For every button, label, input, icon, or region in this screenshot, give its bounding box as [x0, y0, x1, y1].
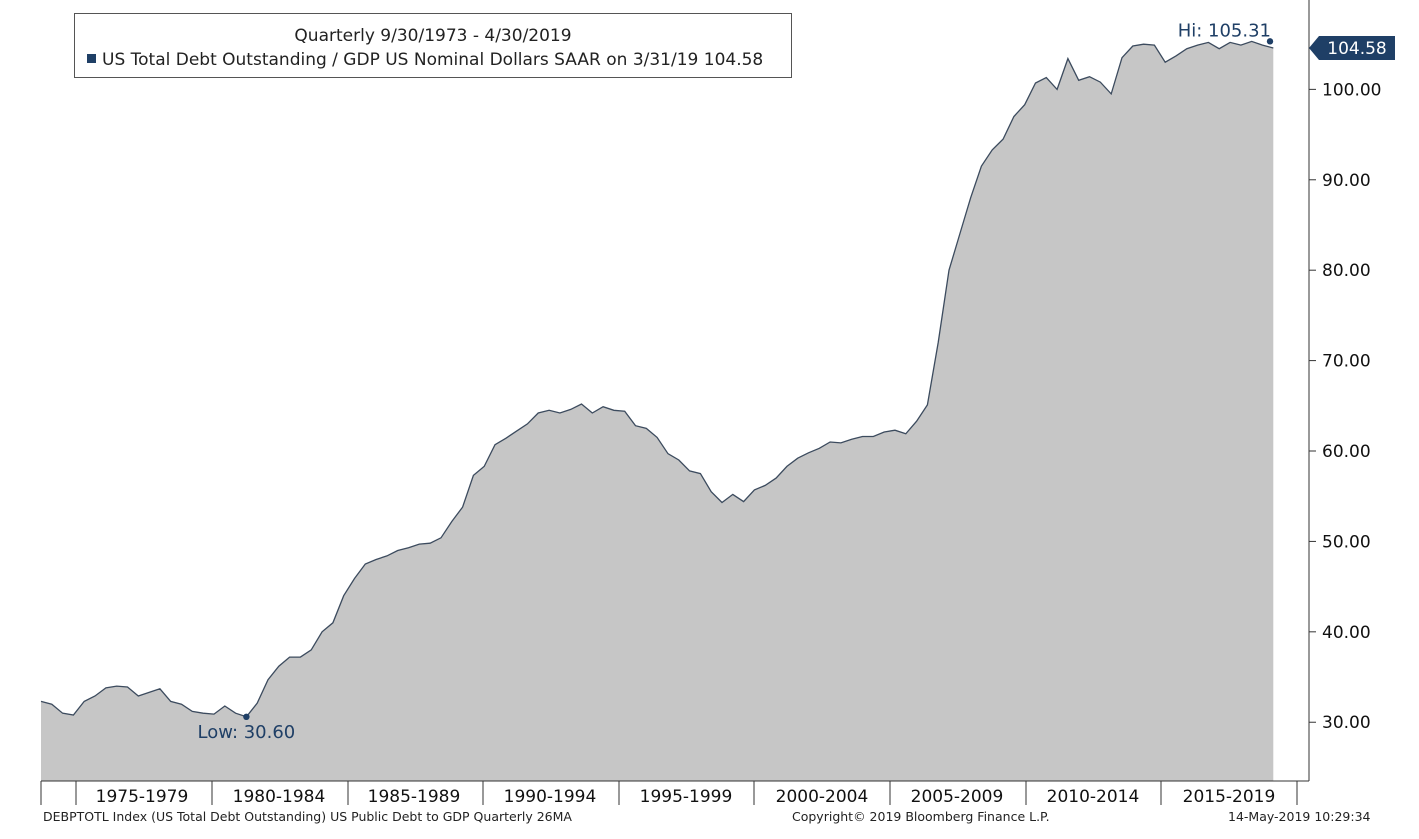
y-tick-label: 100.00	[1322, 80, 1381, 100]
legend: Quarterly 9/30/1973 - 4/30/2019 US Total…	[74, 13, 792, 78]
x-period-label: 1980-1984	[233, 787, 326, 807]
y-tick-label: 30.00	[1322, 713, 1371, 733]
footer-source: DEBPTOTL Index (US Total Debt Outstandin…	[43, 809, 572, 824]
x-period-label: 1985-1989	[368, 787, 461, 807]
x-period-label: 2010-2014	[1047, 787, 1140, 807]
annotations: Low: 30.60 Hi: 105.31 104.58	[197, 20, 1395, 743]
area-fill	[41, 41, 1274, 781]
high-annotation: Hi: 105.31	[1178, 20, 1271, 41]
x-period-label: 1990-1994	[504, 787, 597, 807]
y-tick-label: 80.00	[1322, 261, 1371, 281]
high-marker	[1266, 38, 1274, 45]
x-period-label: 2000-2004	[776, 787, 869, 807]
low-marker	[243, 713, 250, 721]
x-period-label: 1975-1979	[96, 787, 189, 807]
y-tick-label: 70.00	[1322, 352, 1371, 372]
x-period-label: 1995-1999	[640, 787, 733, 807]
y-tick-label: 90.00	[1322, 171, 1371, 191]
y-tick-label: 40.00	[1322, 623, 1371, 643]
y-tick-label: 50.00	[1322, 532, 1371, 552]
last-value-tag	[1309, 35, 1395, 60]
low-annotation: Low: 30.60	[197, 722, 295, 743]
last-value-label: 104.58	[1327, 39, 1386, 59]
x-period-label: 2015-2019	[1183, 787, 1276, 807]
legend-entry-label: US Total Debt Outstanding / GDP US Nomin…	[102, 50, 764, 70]
legend-entry: US Total Debt Outstanding / GDP US Nomin…	[87, 50, 763, 70]
x-period-label: 2005-2009	[911, 787, 1004, 807]
y-tick-label: 60.00	[1322, 442, 1371, 462]
footer-copyright: Copyright© 2019 Bloomberg Finance L.P.	[792, 809, 1050, 824]
footer-timestamp: 14-May-2019 10:29:34	[1228, 809, 1371, 824]
series-swatch-icon	[87, 54, 96, 63]
axes: 30.00 40.00 50.00 60.00 70.00 80.00 90.00 100.0…	[40, 0, 1381, 807]
area-series	[40, 40, 1274, 781]
legend-title: Quarterly 9/30/1973 - 4/30/2019	[294, 26, 572, 46]
